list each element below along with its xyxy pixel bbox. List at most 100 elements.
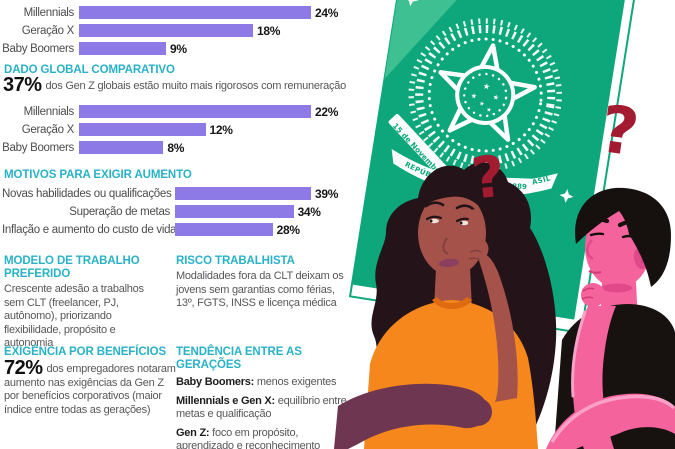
woman-illustration xyxy=(334,162,557,449)
chart-row: Inflação e aumento do custo de vida 28% xyxy=(2,222,338,237)
small-star: ★ xyxy=(470,92,477,101)
chart-row: Baby Boomers 9% xyxy=(2,41,338,56)
small-star: ★ xyxy=(482,82,490,92)
lead-37: 37% dos Gen Z globais estão muito mais ri… xyxy=(3,75,347,95)
bar xyxy=(175,187,311,200)
woman-shirt-collar xyxy=(432,297,472,309)
tendencia-item: Gen Z: foco em propósito, aprendizado e … xyxy=(176,427,352,449)
chart-row: Millennials 22% xyxy=(2,104,339,119)
chart-row: Geração X 12% xyxy=(2,122,338,137)
man-crossed-arm xyxy=(546,393,675,449)
bar xyxy=(175,205,294,218)
sparkle xyxy=(559,189,574,203)
man-eyebrow xyxy=(617,219,643,228)
tendencia-term: Gen Z: xyxy=(176,426,210,439)
bar-label: Superação de metas xyxy=(69,205,170,218)
tendencia-item: Millennials e Gen X: equilíbrio entre me… xyxy=(176,395,352,422)
woman-lips xyxy=(439,258,459,268)
section-heading-exigencia: EXIGÊNCIA POR BENEFÍCIOS xyxy=(4,346,167,358)
bar-value: 34% xyxy=(297,204,321,219)
section-heading-motivos: MOTIVOS PARA EXIGIR AUMENTO xyxy=(4,169,192,181)
woman-eyebrow xyxy=(424,201,445,208)
small-star: ★ xyxy=(492,93,499,102)
chart-row: Millennials 24% xyxy=(2,5,339,20)
bar-label: Inflação e aumento do custo de vida xyxy=(2,223,177,236)
woman-hair-fringe xyxy=(418,181,488,216)
section-risco: RISCO TRABALHISTA Modalidades fora da CL… xyxy=(176,255,348,311)
bar-value: 18% xyxy=(257,23,281,38)
section-exigencia: EXIGÊNCIA POR BENEFÍCIOS 72% dos empregad… xyxy=(4,346,176,417)
bar-label: Geração X xyxy=(21,24,75,37)
bar xyxy=(79,105,311,118)
bar-value: 28% xyxy=(276,222,300,237)
woman-index-finger xyxy=(464,209,480,253)
bar-value: 39% xyxy=(315,186,339,201)
bar-value: 12% xyxy=(209,122,233,137)
bar xyxy=(79,24,253,37)
tendencia-item: Baby Boomers: menos exigentes xyxy=(176,376,352,390)
brazil-coat-of-arms: ★ ★ ★ ★ ★ xyxy=(408,18,562,172)
man-mouth xyxy=(588,270,602,274)
section-tendencia: TENDÊNCIA ENTRE AS GERAÇÕES Baby Boomers… xyxy=(176,346,352,449)
chart-row: Geração X 18% xyxy=(2,23,338,38)
man-eye xyxy=(621,234,636,239)
bar-label: Baby Boomers xyxy=(2,141,74,154)
bar-value: 24% xyxy=(315,5,339,20)
bar xyxy=(79,6,311,19)
bar xyxy=(79,141,164,154)
lead-72-text: dos empregadores notaram aumento nas exi… xyxy=(4,363,176,416)
bar-label: Millennials xyxy=(23,105,75,118)
man-hair xyxy=(575,187,671,287)
question-mark-icon: ? xyxy=(468,143,508,212)
man-fist xyxy=(581,283,605,307)
bar-value: 22% xyxy=(315,104,339,119)
bar xyxy=(79,123,206,136)
man-illustration xyxy=(546,187,675,449)
section-heading-dado-global: DADO GLOBAL COMPARATIVO xyxy=(4,64,175,76)
tendencia-desc: menos exigentes xyxy=(254,376,337,388)
bar xyxy=(79,42,166,55)
illustration-carteira-trabalho: ★ ★ ★ ★ ★ REPÚBLICA FEDERATIVA DO BRASIL… xyxy=(334,0,675,449)
man-nose xyxy=(586,239,594,261)
lead-37-value: 37% xyxy=(3,74,42,96)
chart-row: Baby Boomers 8% xyxy=(2,140,338,155)
bar-label: Geração X xyxy=(21,123,75,136)
section-modelo: MODELO DE TRABALHO PREFERIDO Crescente a… xyxy=(4,255,164,351)
section-body-modelo: Crescente adesão a trabalhos sem CLT (fr… xyxy=(4,283,144,349)
svg-text:?: ? xyxy=(468,143,508,212)
section-heading-modelo: MODELO DE TRABALHO PREFERIDO xyxy=(4,255,140,280)
bar-label: Novas habilidades ou qualificações xyxy=(2,187,172,200)
bar-label: Millennials xyxy=(23,6,75,19)
small-star: ★ xyxy=(479,100,485,108)
bar-value: 9% xyxy=(170,41,187,56)
bar-value: 8% xyxy=(167,140,185,155)
lead-37-text: dos Gen Z globais estão muito mais rigor… xyxy=(45,80,347,92)
bar xyxy=(175,223,273,236)
woman-crossed-hand xyxy=(464,398,492,426)
bar-chart-dado-global: Millennials 22% Geração X 12% Baby Boome… xyxy=(2,105,338,159)
woman-eyebrow xyxy=(455,204,475,211)
section-heading-tendencia: TENDÊNCIA ENTRE AS GERAÇÕES xyxy=(176,346,302,371)
tendencia-term: Baby Boomers: xyxy=(176,376,255,388)
tendencia-desc: foco em propósito, aprendizado e reconhe… xyxy=(176,426,321,449)
man-eye xyxy=(589,232,605,237)
section-heading-risco: RISCO TRABALHISTA xyxy=(176,255,295,267)
chart-row: Novas habilidades ou qualificações 39% xyxy=(2,186,339,201)
woman-crossed-arm xyxy=(334,383,488,449)
lead-72-value: 72% xyxy=(4,357,43,379)
tendencia-term: Millennials e Gen X: xyxy=(176,394,275,407)
section-body-risco: Modalidades fora da CLT deixam os jovens… xyxy=(176,270,344,309)
woman-raised-arm xyxy=(477,253,518,402)
bar-label: Baby Boomers xyxy=(2,42,74,55)
card-highlight xyxy=(384,0,522,80)
bar-chart-aumento-salarial: Millennials 24% Geração X 18% Baby Boome… xyxy=(2,6,338,60)
section-body-exigencia: 72% dos empregadores notaram aumento nas … xyxy=(4,358,176,417)
woman-neck xyxy=(434,268,472,308)
chart-row: Superação de metas 34% xyxy=(2,204,338,219)
woman-nose xyxy=(442,237,449,255)
man-eyebrow xyxy=(583,217,610,227)
small-star: ★ xyxy=(486,106,492,114)
bar-chart-motivos: Novas habilidades ou qualificações 39% S… xyxy=(2,187,338,241)
tendencia-desc: equilíbrio entre metas e qualificação xyxy=(176,394,347,421)
